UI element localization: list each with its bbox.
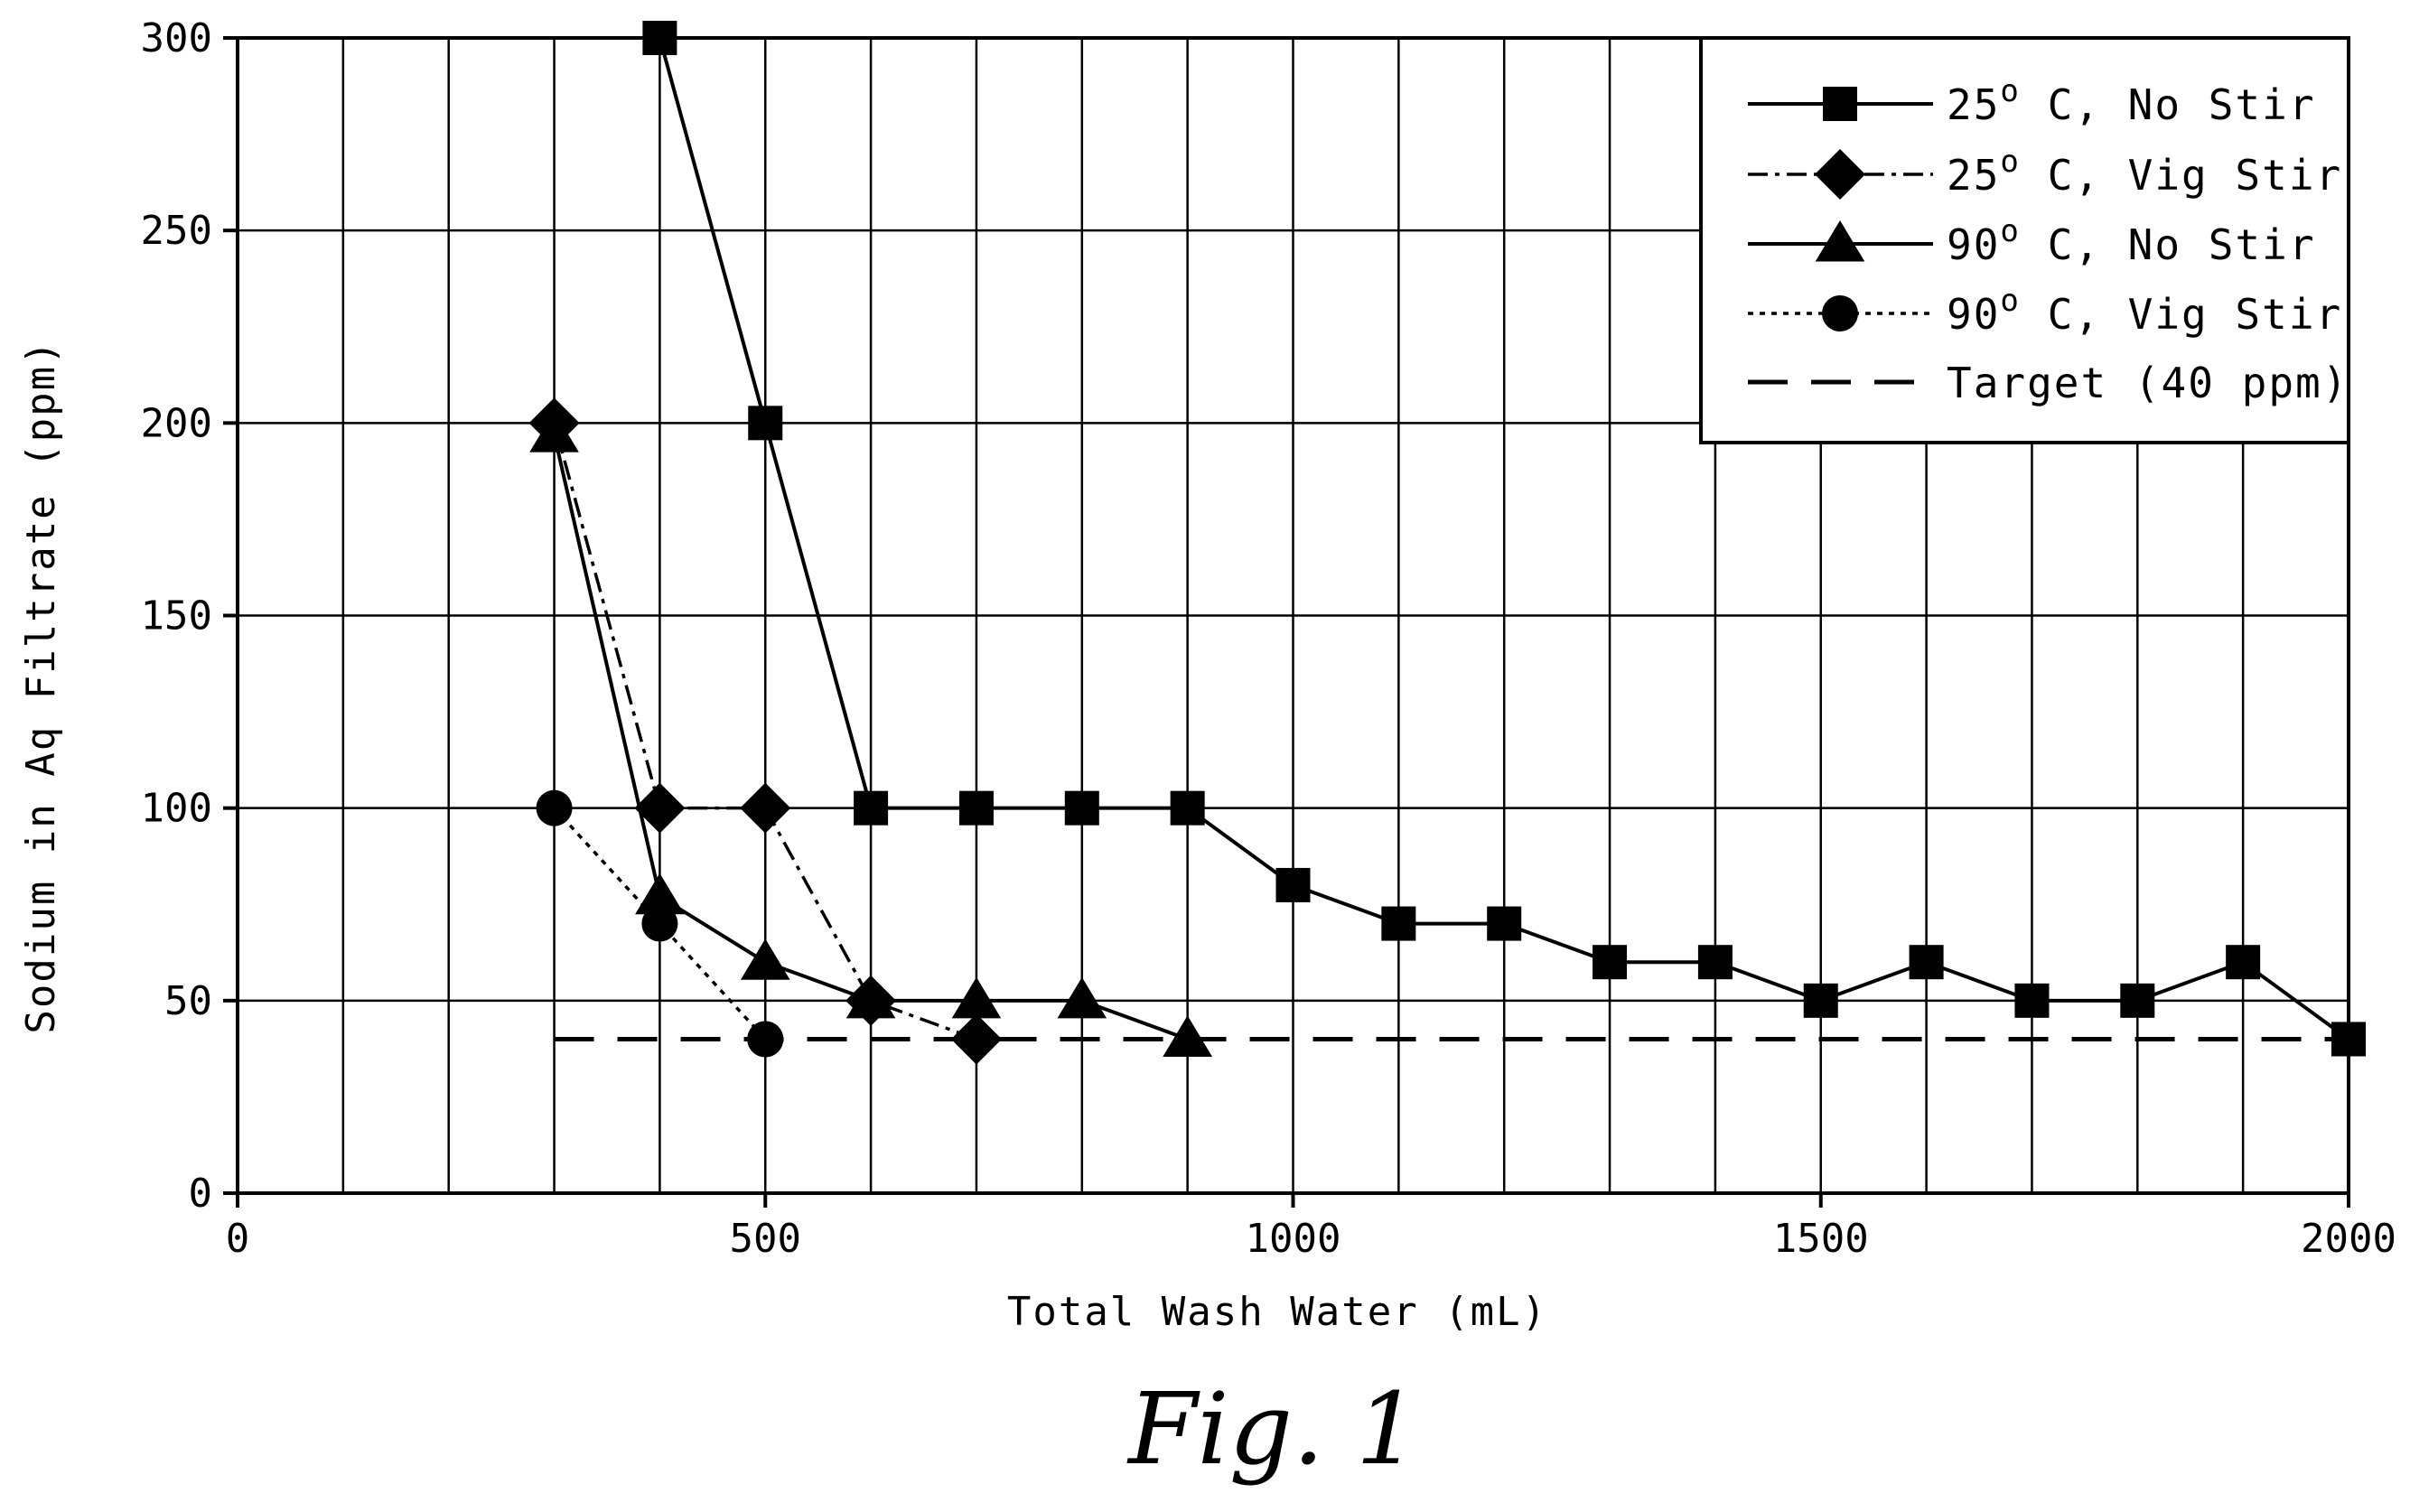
data-point (2014, 983, 2050, 1018)
data-point (854, 790, 889, 826)
legend-marker (1815, 149, 1865, 200)
data-point (845, 976, 896, 1019)
legend-marker (1815, 220, 1865, 262)
y-tick-label: 250 (141, 208, 212, 254)
x-tick-label: 2000 (2301, 1216, 2396, 1262)
data-point (642, 21, 677, 55)
data-point (1593, 945, 1628, 980)
data-point (536, 789, 573, 826)
legend-box (1699, 36, 2350, 444)
x-tick-label: 500 (730, 1216, 801, 1262)
legend-marker (1822, 295, 1858, 331)
data-point (747, 1021, 784, 1058)
data-point (951, 976, 1002, 1019)
legend-label: 25o C, No Stir (1947, 73, 2316, 129)
data-point (1909, 945, 1944, 980)
data-point (2120, 983, 2155, 1018)
legend-label: 90o C, No Stir (1947, 213, 2316, 269)
legend: 25o C, No Stir 25o C, Vig Stir 90o C, No S… (1699, 36, 2350, 444)
data-point (634, 782, 686, 834)
x-tick-label: 1500 (1773, 1216, 1869, 1262)
data-point (1170, 790, 1205, 826)
axes: 0 500 1000 1500 2000 0 50 100 150 200 250 300 (141, 15, 2396, 1262)
data-point (1163, 1015, 1212, 1057)
y-tick-label: 300 (141, 15, 212, 61)
x-tick-label: 1000 (1246, 1216, 1341, 1262)
legend-entry: 25o C, Vig Stir (1748, 144, 2342, 200)
data-point (950, 1013, 1002, 1065)
y-tick-label: 100 (141, 786, 212, 832)
legend-entry: 90o C, Vig Stir (1748, 283, 2342, 339)
data-point (1275, 867, 1311, 902)
x-tick-label: 0 (226, 1216, 250, 1262)
figure-caption: Fig. 1 (1126, 1371, 1419, 1487)
legend-label: 25o C, Vig Stir (1947, 144, 2342, 200)
legend-label: Target (40 ppm) (1947, 359, 2349, 407)
data-point (958, 790, 994, 826)
data-point (635, 873, 685, 915)
data-point (1697, 945, 1733, 980)
legend-marker (1823, 87, 1857, 121)
y-axis-title: Sodium in Aq Filtrate (ppm) (18, 339, 64, 1033)
data-point (529, 411, 579, 453)
data-point (1803, 983, 1838, 1018)
data-point (1487, 906, 1522, 941)
series (528, 21, 2366, 1065)
legend-entry: Target (40 ppm) (1748, 359, 2349, 407)
data-point (1057, 976, 1107, 1019)
y-tick-label: 0 (189, 1171, 213, 1217)
y-tick-label: 50 (164, 978, 212, 1024)
data-point (2331, 1022, 2366, 1057)
data-point (641, 905, 678, 942)
data-point (1064, 790, 1099, 826)
legend-label: 90o C, Vig Stir (1947, 283, 2342, 339)
data-point (740, 938, 790, 980)
data-point (2226, 945, 2261, 980)
legend-entry: 25o C, No Stir (1748, 73, 2316, 129)
y-tick-label: 150 (141, 593, 212, 639)
data-point (740, 782, 791, 834)
data-point (748, 406, 783, 441)
x-axis-title: Total Wash Water (mL) (1007, 1289, 1547, 1335)
data-point (1381, 906, 1416, 941)
legend-entry: 90o C, No Stir (1748, 213, 2316, 269)
y-tick-label: 200 (141, 400, 212, 446)
